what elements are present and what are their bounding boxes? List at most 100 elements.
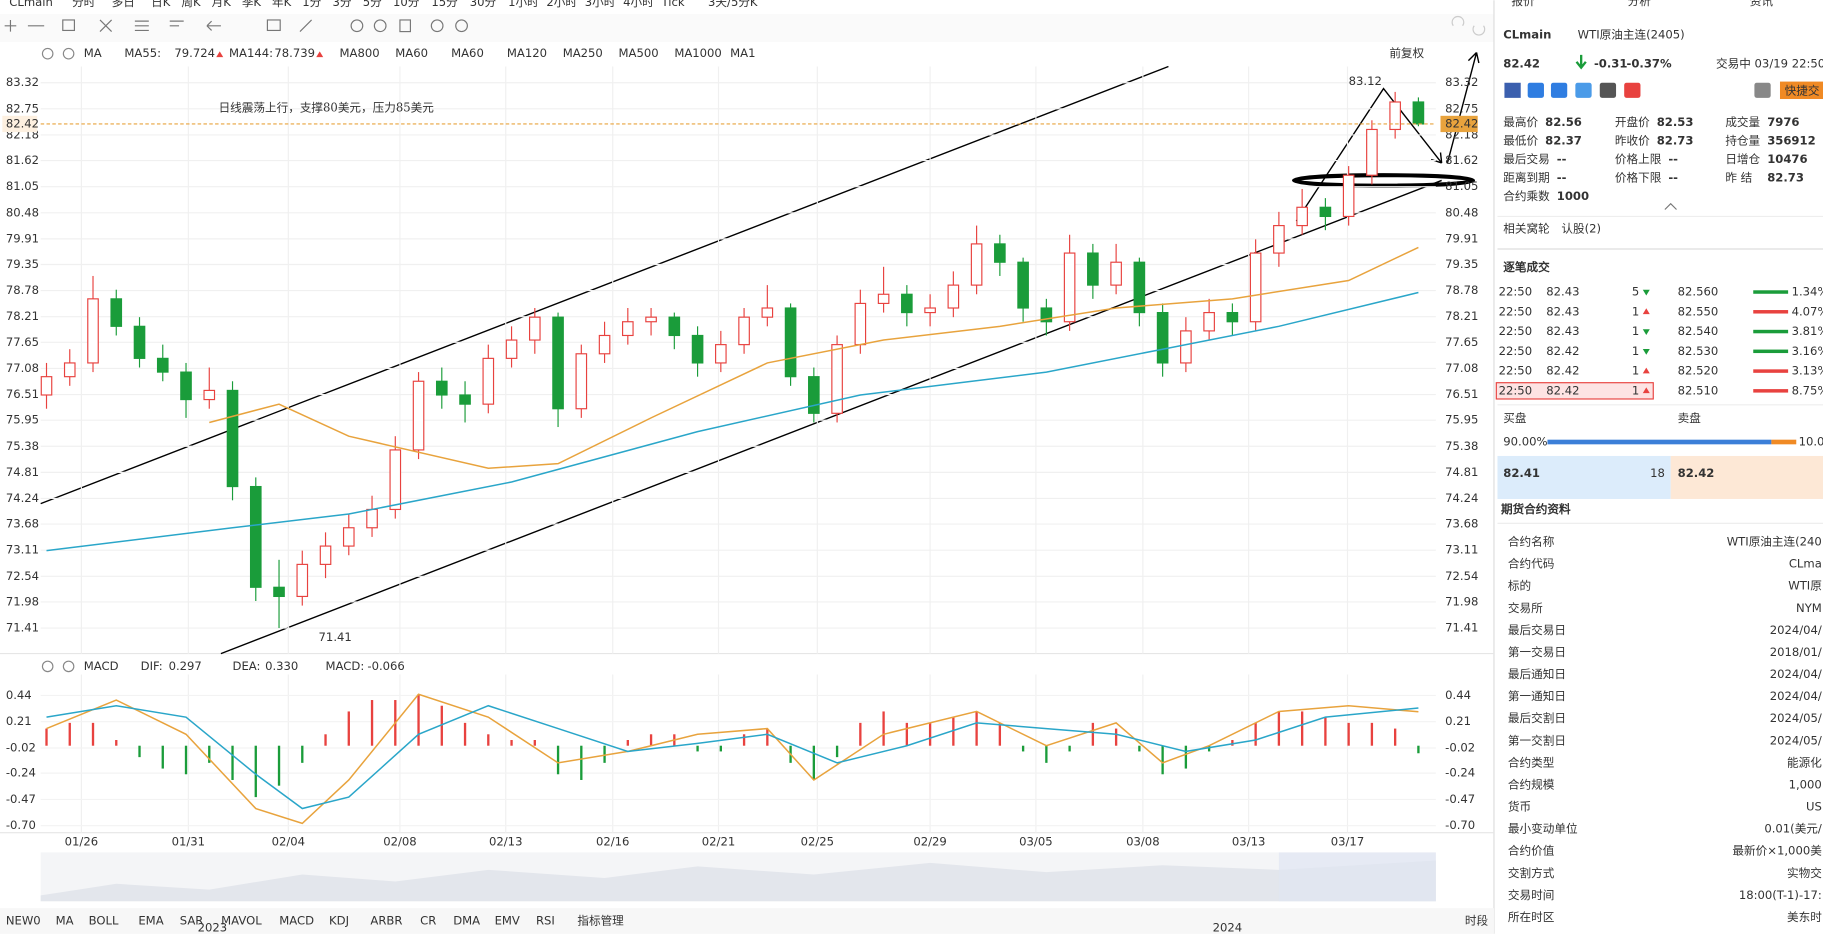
stat-value: 10476: [1767, 152, 1807, 166]
related-link[interactable]: 认股(2): [1561, 222, 1601, 236]
period-tab[interactable]: 1小时: [508, 0, 539, 9]
macd-line: [46, 704, 1419, 810]
settings-icon[interactable]: [41, 47, 54, 60]
indicator-tab[interactable]: BOLL: [89, 914, 119, 928]
info-label: 合约规模: [1508, 777, 1555, 791]
y-tick-label: 81.62: [6, 153, 39, 167]
period-tab[interactable]: 5分: [363, 0, 382, 9]
info-value: 2024/05/: [1770, 733, 1822, 747]
period-tab[interactable]: 年K: [272, 0, 292, 9]
trade-volume: 1: [1632, 344, 1639, 358]
trade-level: 82.540: [1678, 324, 1719, 338]
y-tick-label: 74.24: [1445, 491, 1478, 505]
legend-name[interactable]: MA60: [395, 46, 428, 60]
y-tick-label: 76.51: [6, 387, 39, 401]
info-label: 交易时间: [1508, 888, 1554, 902]
close-icon[interactable]: [62, 47, 75, 60]
trade-price: 82.43: [1546, 304, 1579, 318]
indicator-tab[interactable]: NEW0: [6, 914, 41, 928]
info-label: 最小变动单位: [1508, 822, 1578, 836]
y-tick-label: 78.21: [1445, 309, 1478, 323]
indicator-tab[interactable]: EMV: [495, 914, 520, 928]
period-tab[interactable]: 3天/5分K: [708, 0, 758, 9]
trade-arrow: [1642, 367, 1650, 374]
trade-arrow: [1642, 329, 1650, 336]
candle-body: [901, 293, 913, 314]
legend-name[interactable]: MA1000: [674, 46, 722, 60]
period-tab[interactable]: 30分: [470, 0, 497, 9]
indicator-tab[interactable]: 指标管理: [577, 914, 624, 928]
x-tick-label: 03/13: [1232, 834, 1265, 848]
legend-name[interactable]: MA800: [339, 46, 379, 60]
info-value: 2024/05/: [1770, 711, 1822, 725]
info-label: 交割方式: [1508, 866, 1555, 880]
ask-title: 卖盘: [1678, 411, 1702, 425]
trade-pct: 3.13%: [1792, 364, 1823, 378]
period-tab[interactable]: 多日: [112, 0, 135, 9]
period-tab[interactable]: 1分: [302, 0, 321, 9]
indicator-tab[interactable]: KDJ: [329, 914, 349, 928]
period-tab[interactable]: 3分: [333, 0, 352, 9]
indicator-tab[interactable]: DMA: [453, 914, 480, 928]
period-tab[interactable]: 日K: [151, 0, 171, 9]
period-tab[interactable]: 3小时: [585, 0, 616, 9]
indicator-tab[interactable]: CR: [420, 914, 436, 928]
indicator-tab[interactable]: EMA: [138, 914, 163, 928]
period-tab[interactable]: 4小时: [623, 0, 654, 9]
x-tick-label: 03/08: [1126, 834, 1159, 848]
max-label: 83.12: [1349, 74, 1382, 88]
candle-body: [1226, 311, 1239, 323]
y-tick-label: 78.78: [1445, 283, 1478, 297]
adjust-mode[interactable]: 前复权: [1389, 46, 1424, 60]
period-tab[interactable]: 月K: [212, 0, 232, 9]
info-value: 美东时: [1787, 910, 1822, 924]
stat-label: 最低价: [1503, 133, 1538, 147]
panel-tab[interactable]: 资讯: [1750, 0, 1774, 8]
panel-tab[interactable]: 报价: [1511, 0, 1535, 8]
candle-body: [249, 485, 262, 588]
settings-icon[interactable]: [41, 660, 54, 673]
macd-bar: [184, 745, 188, 775]
period-tab[interactable]: 10分: [393, 0, 420, 9]
legend-name[interactable]: MA500: [619, 46, 659, 60]
legend-name[interactable]: MA60: [451, 46, 484, 60]
candle-body: [691, 334, 704, 364]
indicator-tab[interactable]: MACD: [279, 914, 314, 928]
indicator-tab[interactable]: MAVOL: [221, 914, 262, 928]
macd-bar: [580, 745, 583, 780]
period-tab[interactable]: CLmain: [9, 0, 53, 9]
quick-trade[interactable]: 快捷交: [1785, 83, 1820, 97]
period-tab[interactable]: 周K: [181, 0, 201, 9]
candle-body: [1017, 261, 1029, 309]
legend-name[interactable]: MA120: [507, 46, 547, 60]
macd-bar: [347, 711, 350, 746]
legend-name[interactable]: MA1: [730, 46, 755, 60]
info-label: 最后交易日: [1508, 623, 1566, 637]
panel-tab[interactable]: 分析: [1628, 0, 1652, 8]
legend-name[interactable]: MA250: [563, 46, 603, 60]
period-tab[interactable]: 季K: [242, 0, 262, 9]
macd-bar: [603, 745, 606, 763]
candle-body: [156, 357, 169, 373]
indicator-tab[interactable]: RSI: [536, 914, 555, 928]
period-tab[interactable]: 分时: [72, 0, 96, 9]
stat-label: 日增仓: [1725, 152, 1760, 166]
candle-body: [1110, 261, 1122, 286]
macd-bar: [1347, 722, 1350, 746]
period-tab[interactable]: 2小时: [546, 0, 577, 9]
period-tab[interactable]: 15分: [431, 0, 458, 9]
session-tab[interactable]: 时段: [1465, 914, 1489, 928]
macd-bar: [882, 711, 885, 746]
period-tab[interactable]: Tick: [661, 0, 685, 9]
macd-bar: [1091, 722, 1095, 746]
indicator-tab[interactable]: ARBR: [370, 914, 402, 928]
related-link[interactable]: 相关窝轮: [1503, 222, 1550, 236]
candle-body: [435, 380, 448, 396]
indicator-tab[interactable]: SAR: [180, 914, 204, 928]
info-label: 最后交割日: [1508, 711, 1566, 725]
stat-label: 昨 结: [1725, 171, 1752, 185]
close-icon[interactable]: [62, 660, 75, 673]
x-tick-label: 02/16: [596, 834, 629, 848]
indicator-tab[interactable]: MA: [56, 914, 74, 928]
